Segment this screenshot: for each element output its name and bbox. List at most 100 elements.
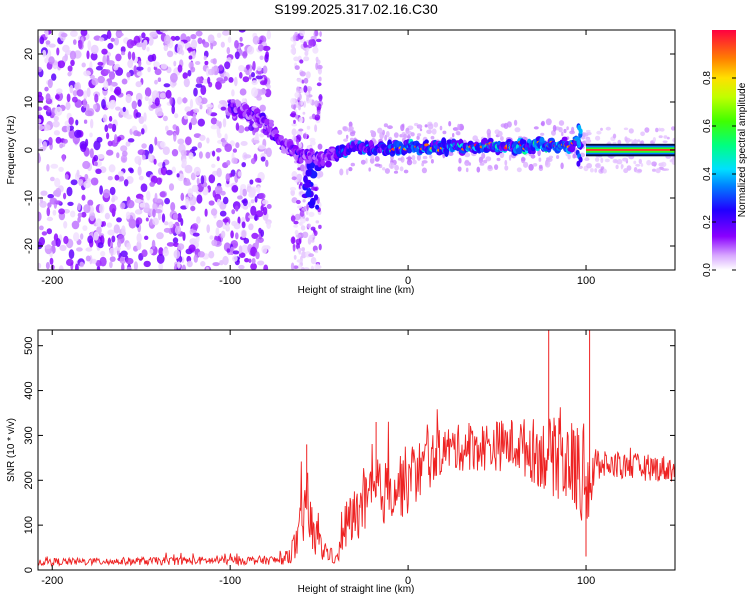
spectrogram-signal-blob (305, 169, 312, 177)
spectrogram-noise-blob (293, 104, 296, 111)
spectrogram-noise-blob (343, 138, 349, 142)
spectrogram-noise-blob (312, 46, 319, 54)
spectrogram-noise-blob (177, 44, 183, 55)
spectrogram-noise-blob (169, 96, 173, 106)
spectrogram-noise-blob (46, 106, 52, 113)
spectrogram-noise-blob (655, 127, 659, 133)
spectrogram-noise-blob (296, 139, 300, 145)
spectrogram-noise-blob (241, 244, 249, 255)
spectrogram-noise-blob (234, 40, 239, 49)
spectrogram-noise-blob (595, 162, 601, 169)
spectrogram-noise-blob (193, 108, 200, 113)
spectrogram-noise-blob (301, 247, 305, 252)
spectrogram-noise-blob (67, 71, 72, 77)
spectrogram-noise-blob (141, 249, 148, 257)
spectrogram-noise-blob (237, 216, 241, 225)
spectrogram-noise-blob (308, 211, 315, 218)
spectrogram-signal-blob (315, 204, 320, 210)
spectrogram-noise-blob (177, 138, 185, 145)
spectrogram-noise-blob (400, 124, 405, 132)
figure-title: S199.2025.317.02.16.C30 (274, 1, 438, 17)
spectrogram-noise-blob (38, 138, 43, 144)
spectrogram-noise-blob (448, 152, 454, 156)
spectrogram-noise-blob (115, 106, 121, 111)
spectrogram-noise-blob (144, 87, 152, 97)
spectrogram-noise-blob (45, 262, 50, 270)
spectrogram-noise-blob (71, 220, 80, 230)
spectrogram-noise-blob (262, 65, 268, 74)
spectrogram-noise-blob (250, 262, 257, 270)
spectrogram-noise-blob (189, 99, 194, 109)
spectrogram-noise-blob (314, 250, 319, 254)
spectrogram-noise-blob (97, 75, 105, 84)
spectrogram-noise-blob (303, 85, 308, 93)
spectrogram-peak-blob (424, 143, 430, 147)
spectrogram-noise-blob (238, 252, 246, 258)
spectrogram-noise-blob (403, 169, 409, 174)
spectrogram-noise-blob (227, 36, 232, 43)
spectrogram-noise-blob (196, 194, 203, 204)
spectrogram-noise-blob (314, 100, 319, 107)
spectrogram-noise-blob (458, 157, 462, 164)
spectrogram-noise-blob (153, 61, 160, 68)
spectrogram-noise-blob (101, 99, 106, 109)
spectrogram-noise-blob (315, 56, 319, 62)
spectrogram-noise-blob (646, 159, 652, 166)
spectrogram-noise-blob (113, 224, 121, 234)
spectrogram-noise-blob (63, 192, 67, 200)
spectrogram-noise-blob (238, 65, 245, 72)
spectrogram-noise-blob (103, 80, 109, 91)
spectrogram-noise-blob (55, 94, 60, 100)
snr-x-label: Height of straight line (km) (298, 584, 415, 595)
spectrogram-noise-blob (403, 133, 408, 139)
spectrogram-noise-blob (586, 129, 591, 133)
spectrogram-noise-blob (199, 134, 206, 141)
spectrogram-noise-blob (80, 30, 88, 37)
spectrogram-noise-blob (97, 61, 104, 66)
spectrogram-noise-blob (148, 152, 153, 162)
spectrogram-noise-blob (299, 182, 303, 186)
spectrogram-noise-blob (245, 212, 251, 223)
spectrogram-noise-blob (73, 232, 80, 242)
spectrogram-noise-blob (122, 150, 128, 157)
spectrogram-noise-blob (316, 172, 322, 179)
colorbar-tick-label: 0.2 (702, 215, 713, 229)
spectrogram-noise-blob (200, 175, 205, 185)
spectrogram-signal-blob (268, 122, 275, 128)
colorbar-gradient (712, 30, 736, 270)
spectrogram-noise-blob (66, 186, 73, 197)
spectrogram-noise-blob (89, 132, 93, 138)
spectrogram-noise-blob (191, 184, 199, 193)
spectrogram-noise-blob (224, 181, 231, 188)
spectrogram-noise-blob (249, 187, 256, 197)
spectrogram-noise-blob (558, 120, 565, 126)
spectrogram-noise-blob (313, 230, 318, 237)
spectrogram-noise-blob (149, 218, 154, 226)
spectrogram-noise-blob (74, 82, 80, 90)
spectrogram-noise-blob (262, 206, 268, 216)
spectrogram-noise-blob (225, 173, 231, 182)
spectrogram-noise-blob (210, 124, 218, 130)
spectrogram-noise-blob (302, 111, 306, 115)
spectrogram-noise-blob (120, 154, 128, 163)
spectrogram-noise-blob (290, 189, 296, 196)
spectrogram-noise-blob (416, 124, 423, 129)
spectrogram-noise-blob (156, 232, 164, 240)
spectrogram-noise-blob (196, 76, 203, 85)
spectrogram-noise-blob (46, 228, 52, 235)
spectrogram-noise-blob (82, 225, 88, 232)
spectrogram-noise-blob (623, 168, 629, 174)
spectrogram-noise-blob (251, 87, 258, 97)
spectrogram-y-label: Frequency (Hz) (6, 116, 17, 185)
spectrogram-noise-blob (500, 136, 504, 141)
spectrogram-noise-blob (63, 235, 69, 245)
spectrogram-noise-blob (310, 265, 314, 270)
spectrogram-noise-blob (349, 131, 356, 137)
spectrogram-noise-blob (150, 104, 158, 109)
spectrogram-noise-blob (120, 46, 126, 53)
spectrogram-noise-blob (136, 42, 143, 48)
spectrogram-noise-blob (106, 132, 110, 140)
spectrogram-noise-blob (427, 123, 434, 130)
spectrogram-signal-blob (313, 194, 319, 201)
spectrogram-noise-blob (528, 163, 534, 171)
